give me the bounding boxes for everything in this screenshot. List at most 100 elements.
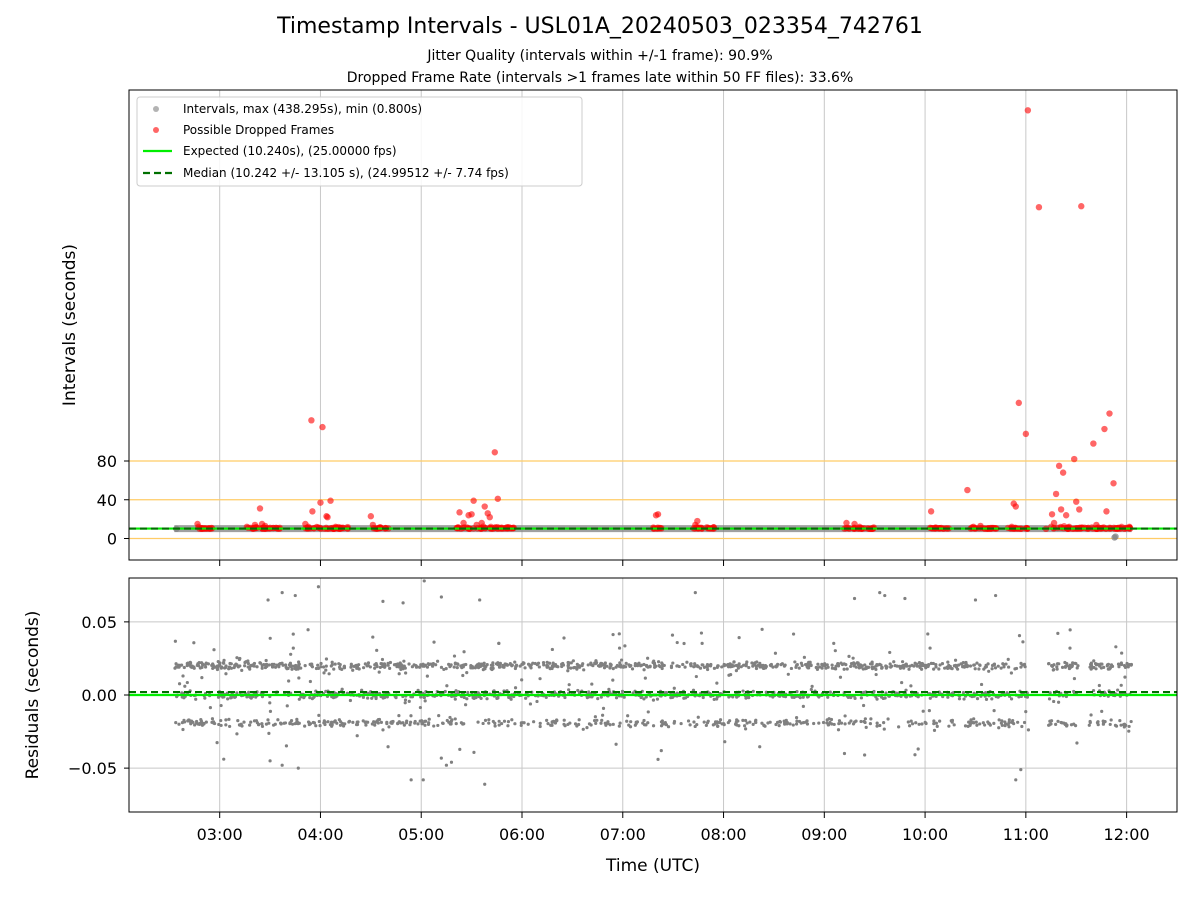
residual-point	[683, 696, 688, 700]
residual-point	[826, 695, 830, 699]
dropped-frame-point	[694, 517, 701, 525]
residual-point	[523, 666, 527, 670]
residual-point	[450, 718, 454, 722]
residual-point	[1110, 664, 1115, 668]
legend-label-median: Median (10.242 +/- 13.105 s), (24.99512 …	[183, 166, 509, 180]
residual-point	[760, 627, 764, 631]
residual-point	[1119, 723, 1123, 727]
residual-point	[642, 697, 646, 701]
residual-point	[500, 721, 504, 726]
residual-point	[548, 661, 552, 665]
residual-point	[289, 652, 293, 656]
residual-point	[843, 722, 847, 726]
residual-point	[371, 635, 375, 639]
residual-point	[351, 668, 355, 672]
residual-point	[417, 665, 422, 669]
residual-point	[260, 724, 265, 729]
residual-point	[197, 722, 202, 727]
residual-point	[1127, 724, 1131, 729]
residual-point	[1129, 663, 1133, 667]
dropped-frame-point	[456, 509, 463, 516]
residual-point	[216, 659, 220, 664]
residual-point	[791, 632, 796, 636]
residual-point	[814, 665, 818, 670]
residual-point	[851, 656, 855, 660]
residual-point	[908, 664, 912, 668]
residual-point	[1068, 646, 1072, 650]
residual-point	[959, 662, 964, 666]
residual-point	[444, 763, 449, 767]
bottom-y-tick-label: −0.05	[68, 759, 117, 778]
residual-point	[330, 662, 334, 667]
residual-point	[266, 718, 270, 722]
residual-point	[839, 721, 844, 725]
residual-point	[604, 723, 608, 727]
residual-point	[722, 723, 726, 727]
x-tick-label: 04:00	[297, 825, 343, 844]
residual-point	[783, 663, 787, 667]
top-plot-frame	[128, 89, 1178, 561]
residual-point	[956, 663, 961, 667]
residual-point	[526, 722, 530, 726]
residual-point	[807, 660, 811, 664]
residual-point	[748, 720, 752, 724]
x-axis-label: Time (UTC)	[605, 856, 700, 876]
residual-point	[265, 664, 269, 668]
residual-point	[238, 664, 242, 668]
residual-point	[997, 718, 1001, 722]
residual-point	[404, 671, 408, 675]
residual-point	[912, 664, 916, 668]
residual-point	[801, 704, 805, 708]
residual-point	[973, 667, 977, 671]
residual-point	[821, 720, 826, 725]
residual-point	[909, 684, 913, 688]
residual-point	[962, 697, 966, 701]
residual-point	[187, 718, 191, 722]
residual-point	[198, 666, 202, 670]
residual-point	[569, 661, 573, 665]
residual-point	[783, 722, 787, 726]
residual-point	[180, 720, 185, 725]
residual-point	[199, 719, 203, 723]
residual-point	[956, 667, 960, 671]
residual-point	[566, 669, 570, 673]
residual-point	[240, 668, 244, 672]
residual-point	[555, 719, 559, 723]
dropped-frame-point	[369, 521, 377, 529]
residual-point	[316, 585, 321, 589]
residual-point	[751, 689, 755, 693]
residual-point	[892, 660, 896, 664]
residual-point	[590, 682, 594, 686]
residual-point	[1108, 722, 1112, 727]
residual-point	[399, 667, 403, 671]
residual-point	[464, 703, 468, 707]
residual-point	[289, 664, 294, 668]
residual-point	[1019, 767, 1023, 772]
residual-point	[906, 720, 910, 724]
residual-point	[810, 684, 814, 688]
residual-point	[248, 667, 252, 671]
residual-point	[246, 661, 250, 666]
x-tick-label: 11:00	[1003, 825, 1049, 844]
residual-point	[493, 721, 497, 725]
residual-point	[828, 690, 832, 694]
residual-point	[639, 663, 644, 667]
residual-point	[617, 724, 621, 728]
residual-point	[694, 674, 698, 679]
residual-point	[845, 667, 849, 671]
residual-point	[842, 667, 846, 671]
residual-point	[886, 717, 890, 721]
residual-point	[686, 719, 691, 723]
dropped-frame-point	[927, 508, 935, 515]
dropped-frame-point	[470, 497, 477, 504]
residual-point	[502, 719, 507, 723]
residual-point	[753, 719, 758, 723]
residual-point	[481, 721, 485, 726]
residual-point	[307, 720, 311, 725]
residual-point	[483, 782, 487, 786]
residual-point	[388, 666, 392, 670]
residual-point	[280, 661, 284, 665]
residual-point	[957, 697, 962, 701]
residual-point	[952, 723, 956, 727]
